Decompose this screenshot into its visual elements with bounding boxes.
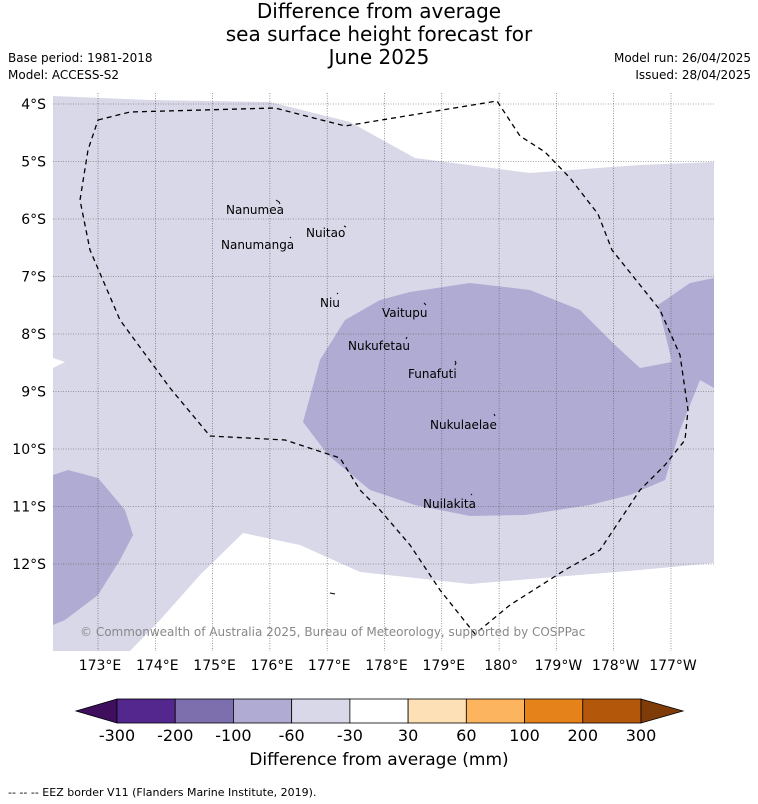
title-line-2: sea surface height forecast for xyxy=(225,22,533,46)
base-period: Base period: 1981-2018 xyxy=(8,51,153,65)
colorbar-tick: 200 xyxy=(568,726,599,745)
lon-tick-label: 176°E xyxy=(251,658,294,674)
lat-tick-label: 11°S xyxy=(12,500,46,516)
island-label-niu: Niu xyxy=(320,296,340,310)
latitude-labels: 4°S 5°S 6°S 7°S 8°S 9°S 10°S 11°S 12°S xyxy=(12,97,46,573)
colorbar-extend-max xyxy=(640,698,685,724)
lat-tick-label: 5°S xyxy=(21,155,46,171)
colorbar xyxy=(74,698,685,724)
island-label-nanumea: Nanumea xyxy=(226,203,284,217)
eez-legend-note: -- -- -- EEZ border V11 (Flanders Marine… xyxy=(8,786,317,799)
chart-title: Difference from average sea surface heig… xyxy=(0,0,758,69)
longitude-labels: 173°E 174°E 175°E 176°E 177°E 178°E 179°E 180° 1… xyxy=(79,658,697,674)
colorbar-tick: 30 xyxy=(398,726,418,745)
colorbar-bin xyxy=(465,698,525,724)
colorbar-tick-labels: -300 -200 -100 -60 -30 30 60 100 200 300 xyxy=(99,726,656,745)
issued-date: Issued: 28/04/2025 xyxy=(635,68,751,82)
colorbar-bin xyxy=(524,698,584,724)
lon-tick-label: 173°E xyxy=(79,658,122,674)
eez-border xyxy=(79,100,689,635)
colorbar-extend-min xyxy=(74,698,118,724)
colorbar-tick: -30 xyxy=(337,726,363,745)
colorbar-bin xyxy=(407,698,467,724)
island-marker-nukulaelae xyxy=(493,413,496,417)
colorbar-bin xyxy=(349,698,409,724)
island-label-vaitupu: Vaitupu xyxy=(382,306,428,320)
island-marker-niu xyxy=(336,292,339,295)
lat-tick-label: 4°S xyxy=(21,97,46,113)
island-marker-vaitupu xyxy=(423,302,427,306)
copyright-notice: © Commonwealth of Australia 2025, Bureau… xyxy=(80,625,585,639)
lon-tick-label: 179°W xyxy=(535,658,583,674)
colorbar-tick: -100 xyxy=(215,726,251,745)
island-label-funafuti: Funafuti xyxy=(408,367,457,381)
lat-tick-label: 10°S xyxy=(12,442,46,458)
colorbar-bin xyxy=(116,698,176,724)
lat-tick-label: 6°S xyxy=(21,212,46,228)
island-marker-nanumea xyxy=(275,199,281,205)
island-label-nuilakita: Nuilakita xyxy=(423,497,476,511)
lat-tick-label: 8°S xyxy=(21,327,46,343)
island-label-nanumanga: Nanumanga xyxy=(221,238,294,252)
no-data-sliver xyxy=(53,358,65,368)
island-marker-nanumanga xyxy=(289,236,292,239)
title-line-3: June 2025 xyxy=(328,45,430,69)
colorbar-tick: 100 xyxy=(509,726,540,745)
lat-tick-label: 9°S xyxy=(21,385,46,401)
meta-left: Base period: 1981-2018 Model: ACCESS-S2 xyxy=(8,50,153,84)
lon-tick-label: 178°W xyxy=(592,658,640,674)
title-line-1: Difference from average xyxy=(256,0,502,23)
colorbar-bin xyxy=(233,698,293,724)
model-name: Model: ACCESS-S2 xyxy=(8,68,120,82)
colorbar-bin xyxy=(291,698,351,724)
colorbar-label: Difference from average (mm) xyxy=(249,750,509,770)
lon-tick-label: 175°E xyxy=(193,658,236,674)
lat-tick-label: 7°S xyxy=(21,270,46,286)
moderate-negative-region-central xyxy=(303,278,714,516)
lon-tick-label: 180° xyxy=(484,658,518,674)
meta-right: Model run: 26/04/2025 Issued: 28/04/2025 xyxy=(614,50,751,84)
lon-tick-label: 177°W xyxy=(649,658,697,674)
colorbar-tick: -60 xyxy=(279,726,305,745)
island-marker-funafuti xyxy=(454,360,457,366)
island-label-nuitao: Nuitao xyxy=(306,226,345,240)
island-markers xyxy=(275,199,496,595)
anomaly-fill xyxy=(53,93,714,651)
island-marker-nukufetau xyxy=(405,336,408,340)
lon-tick-label: 177°E xyxy=(308,658,351,674)
island-marker-nuitao xyxy=(343,225,347,228)
islet-marker xyxy=(329,592,336,595)
colorbar-bin xyxy=(582,698,642,724)
lon-tick-label: 174°E xyxy=(136,658,179,674)
island-label-nukufetau: Nukufetau xyxy=(348,339,410,353)
colorbar-bin xyxy=(174,698,234,724)
island-label-nukulaelae: Nukulaelae xyxy=(430,418,497,432)
lon-tick-label: 179°E xyxy=(423,658,466,674)
colorbar-tick: 300 xyxy=(626,726,657,745)
colorbar-tick: 60 xyxy=(456,726,476,745)
colorbar-tick: -200 xyxy=(157,726,193,745)
graticule xyxy=(53,93,714,651)
model-run: Model run: 26/04/2025 xyxy=(613,51,751,65)
colorbar-tick: -300 xyxy=(99,726,135,745)
lon-tick-label: 178°E xyxy=(365,658,408,674)
moderate-negative-region-west xyxy=(53,470,133,625)
island-marker-nuilakita xyxy=(470,493,473,496)
lat-tick-label: 12°S xyxy=(12,557,46,573)
